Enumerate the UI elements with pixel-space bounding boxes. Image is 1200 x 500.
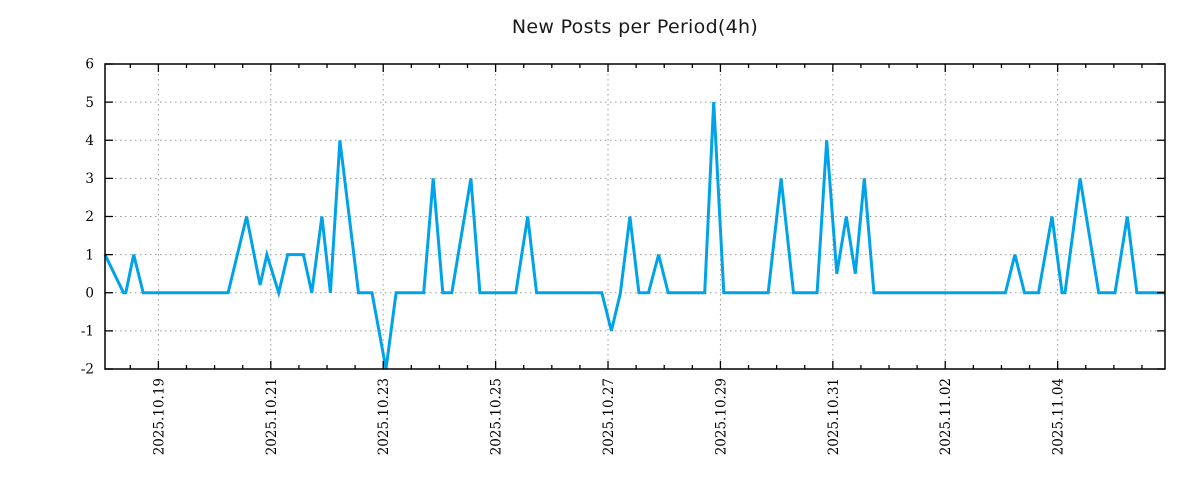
y-tick-label: 6 [85,57,94,73]
x-tick-label: 2025.10.29 [713,378,729,455]
x-tick-label: 2025.11.02 [938,378,954,455]
y-tick-label: 0 [85,285,94,301]
x-tick-label: 2025.10.21 [264,378,280,455]
y-tick-label: 1 [85,247,94,263]
x-tick-label: 2025.10.31 [826,378,842,455]
x-tick-label: 2025.10.27 [601,378,617,455]
y-tick-label: 4 [85,133,94,149]
y-tick-label: -2 [81,362,94,378]
y-tick-label: 2 [85,209,94,225]
y-tick-label: 5 [85,95,94,111]
chart-title: New Posts per Period(4h) [511,16,759,38]
y-tick-label: -1 [81,324,94,340]
series-line [103,102,1165,370]
y-tick-label: 3 [85,171,94,187]
x-tick-label: 2025.11.04 [1051,378,1067,455]
x-tick-label: 2025.10.23 [376,378,392,455]
x-tick-label: 2025.10.25 [489,378,505,455]
x-tick-label: 2025.10.19 [151,378,167,455]
